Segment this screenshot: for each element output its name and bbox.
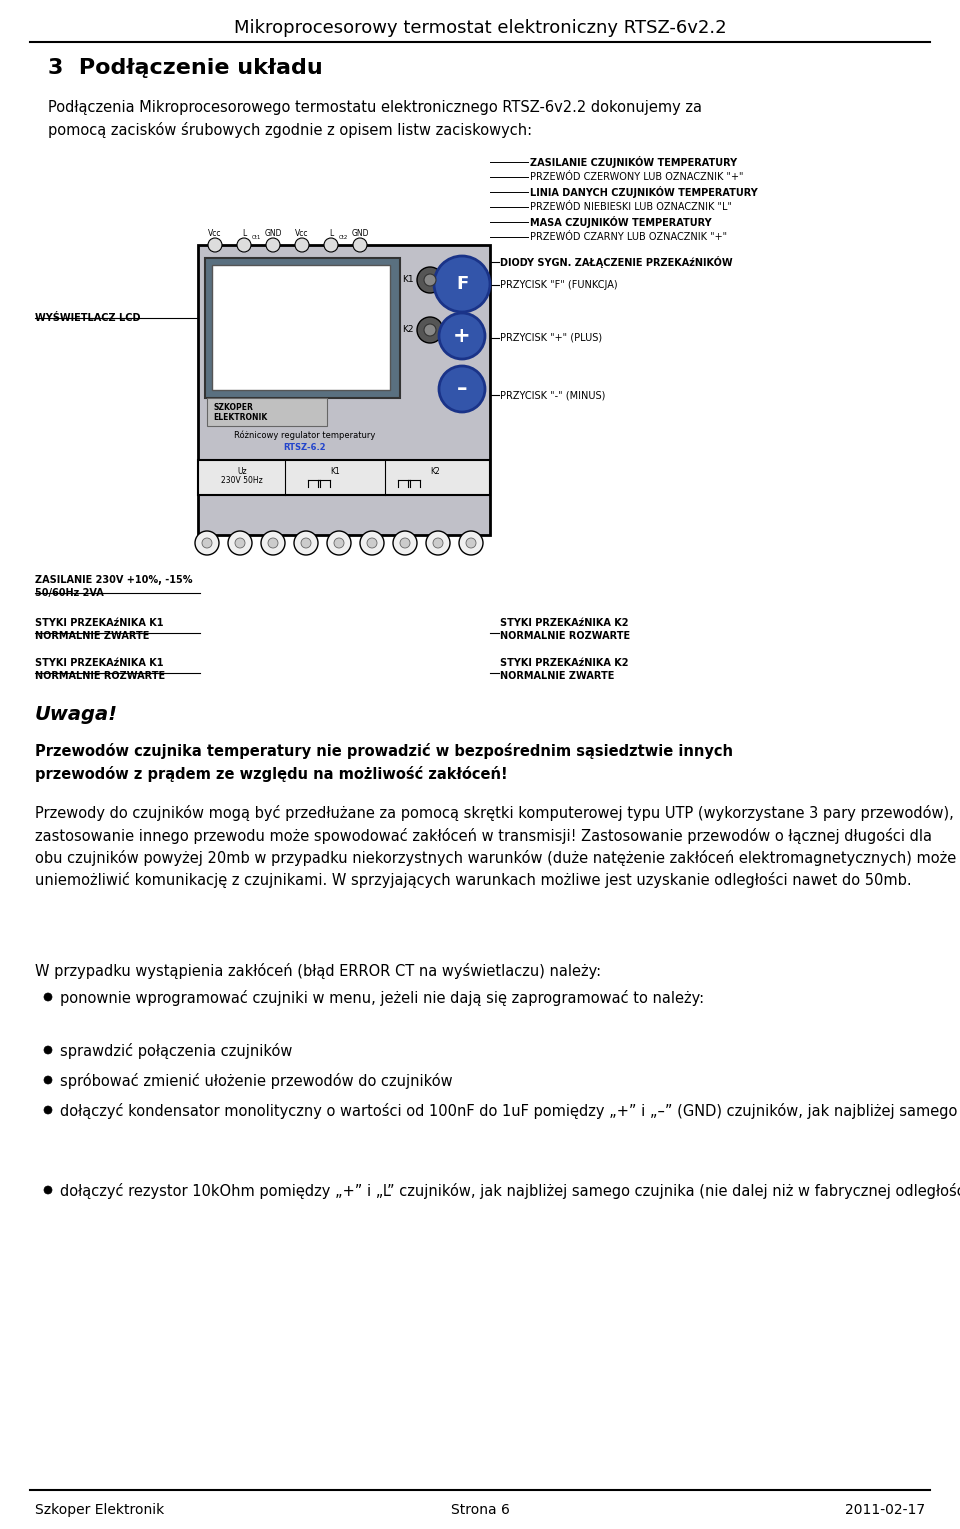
Text: K1: K1	[330, 466, 340, 476]
Text: STYKI PRZEKAźNIKA K2
NORMALNIE ROZWARTE: STYKI PRZEKAźNIKA K2 NORMALNIE ROZWARTE	[500, 618, 630, 641]
Text: Mikroprocesorowy termostat elektroniczny RTSZ-6v2.2: Mikroprocesorowy termostat elektroniczny…	[233, 18, 727, 37]
Circle shape	[44, 1105, 52, 1115]
Circle shape	[393, 531, 417, 555]
Text: Ct2: Ct2	[339, 235, 348, 240]
Text: K2: K2	[402, 326, 414, 335]
Text: L: L	[329, 229, 333, 239]
Text: GND: GND	[351, 229, 369, 239]
Text: Szkoper Elektronik: Szkoper Elektronik	[35, 1503, 164, 1517]
Circle shape	[44, 1046, 52, 1053]
Circle shape	[301, 538, 311, 547]
Circle shape	[459, 531, 483, 555]
Text: STYKI PRZEKAźNIKA K1
NORMALNIE ZWARTE: STYKI PRZEKAźNIKA K1 NORMALNIE ZWARTE	[35, 618, 163, 641]
Text: Uwaga!: Uwaga!	[35, 705, 118, 725]
Text: PRZEWÓD CZARNY LUB OZNACZNIK "+": PRZEWÓD CZARNY LUB OZNACZNIK "+"	[530, 232, 727, 242]
Text: 2011-02-17: 2011-02-17	[845, 1503, 925, 1517]
Circle shape	[202, 538, 212, 547]
Text: PRZYCISK "+" (PLUS): PRZYCISK "+" (PLUS)	[500, 333, 602, 342]
Circle shape	[268, 538, 278, 547]
Text: 3  Podłączenie układu: 3 Podłączenie układu	[48, 58, 323, 78]
Text: ZASILANIE CZUJNIKÓW TEMPERATURY: ZASILANIE CZUJNIKÓW TEMPERATURY	[530, 156, 737, 168]
Text: ponownie wprogramować czujniki w menu, jeżeli nie dają się zaprogramować to nale: ponownie wprogramować czujniki w menu, j…	[60, 989, 704, 1006]
Circle shape	[433, 538, 443, 547]
Text: LINIA DANYCH CZUJNIKÓW TEMPERATURY: LINIA DANYCH CZUJNIKÓW TEMPERATURY	[530, 187, 757, 197]
Circle shape	[424, 274, 436, 286]
Circle shape	[400, 538, 410, 547]
Circle shape	[466, 538, 476, 547]
Text: PRZEWÓD CZERWONY LUB OZNACZNIK "+": PRZEWÓD CZERWONY LUB OZNACZNIK "+"	[530, 171, 743, 182]
Circle shape	[426, 531, 450, 555]
Text: ZASILANIE 230V +10%, -15%
50/60Hz 2VA: ZASILANIE 230V +10%, -15% 50/60Hz 2VA	[35, 575, 193, 598]
Circle shape	[44, 1187, 52, 1194]
Circle shape	[266, 239, 280, 252]
Bar	[198, 245, 490, 535]
Circle shape	[295, 239, 309, 252]
Text: W przypadku wystąpienia zakłóceń (błąd ERROR CT na wyświetlaczu) należy:: W przypadku wystąpienia zakłóceń (błąd E…	[35, 963, 601, 979]
Text: Różnicowy regulator temperatury: Różnicowy regulator temperatury	[234, 430, 375, 440]
Text: dołączyć kondensator monolityczny o wartości od 100nF do 1uF pomiędzy „+” i „–” : dołączyć kondensator monolityczny o wart…	[60, 1102, 960, 1119]
Circle shape	[261, 531, 285, 555]
Circle shape	[327, 531, 351, 555]
Text: GND: GND	[264, 229, 281, 239]
Bar	[207, 398, 327, 427]
Circle shape	[360, 531, 384, 555]
Text: L: L	[242, 229, 246, 239]
Circle shape	[434, 255, 490, 312]
Text: dołączyć rezystor 10kOhm pomiędzy „+” i „L” czujników, jak najbliżej samego czuj: dołączyć rezystor 10kOhm pomiędzy „+” i …	[60, 1183, 960, 1199]
Text: SZKOPER: SZKOPER	[213, 402, 252, 411]
Text: Uz: Uz	[237, 466, 247, 476]
Text: DIODY SYGN. ZAŁĄCZENIE PRZEKAźNIKÓW: DIODY SYGN. ZAŁĄCZENIE PRZEKAźNIKÓW	[500, 255, 732, 268]
Text: sprawdzić połączenia czujników: sprawdzić połączenia czujników	[60, 1043, 293, 1060]
Text: K1: K1	[402, 275, 414, 284]
Text: K2: K2	[430, 466, 440, 476]
Text: Przewody do czujników mogą być przedłużane za pomocą skrętki komputerowej typu U: Przewody do czujników mogą być przedłuża…	[35, 804, 956, 888]
Circle shape	[237, 239, 251, 252]
Bar	[205, 258, 400, 398]
Text: RTSZ-6.2: RTSZ-6.2	[284, 442, 326, 451]
Circle shape	[44, 1076, 52, 1084]
Circle shape	[439, 313, 485, 359]
Text: 230V 50Hz: 230V 50Hz	[221, 476, 263, 485]
Circle shape	[228, 531, 252, 555]
Text: PRZYCISK "F" (FUNKCJA): PRZYCISK "F" (FUNKCJA)	[500, 280, 617, 291]
Circle shape	[44, 992, 52, 1001]
Text: PRZEWÓD NIEBIESKI LUB OZNACZNIK "L": PRZEWÓD NIEBIESKI LUB OZNACZNIK "L"	[530, 202, 732, 213]
Text: spróbować zmienić ułożenie przewodów do czujników: spróbować zmienić ułożenie przewodów do …	[60, 1073, 452, 1089]
Text: +: +	[453, 326, 470, 346]
Circle shape	[417, 268, 443, 294]
Circle shape	[417, 317, 443, 342]
Text: WYŚWIETLACZ LCD: WYŚWIETLACZ LCD	[35, 313, 140, 323]
Circle shape	[324, 239, 338, 252]
Circle shape	[424, 324, 436, 336]
Text: Strona 6: Strona 6	[450, 1503, 510, 1517]
Circle shape	[334, 538, 344, 547]
Text: Ct1: Ct1	[252, 235, 261, 240]
Bar	[198, 460, 490, 495]
Circle shape	[353, 239, 367, 252]
Circle shape	[195, 531, 219, 555]
Text: Vcc: Vcc	[208, 229, 222, 239]
Text: STYKI PRZEKAźNIKA K1
NORMALNIE ROZWARTE: STYKI PRZEKAźNIKA K1 NORMALNIE ROZWARTE	[35, 657, 165, 682]
Text: –: –	[457, 379, 468, 399]
Bar	[212, 265, 390, 390]
Text: PRZYCISK "-" (MINUS): PRZYCISK "-" (MINUS)	[500, 390, 606, 401]
Text: Podłączenia Mikroprocesorowego termostatu elektronicznego RTSZ-6v2.2 dokonujemy : Podłączenia Mikroprocesorowego termostat…	[48, 99, 702, 138]
Text: F: F	[456, 275, 468, 294]
Circle shape	[235, 538, 245, 547]
Text: Przewodów czujnika temperatury nie prowadzić w bezpośrednim sąsiedztwie innych
p: Przewodów czujnika temperatury nie prowa…	[35, 743, 733, 781]
Circle shape	[439, 365, 485, 411]
Text: Vcc: Vcc	[296, 229, 309, 239]
Text: MASA CZUJNIKÓW TEMPERATURY: MASA CZUJNIKÓW TEMPERATURY	[530, 216, 711, 228]
Circle shape	[208, 239, 222, 252]
Text: STYKI PRZEKAźNIKA K2
NORMALNIE ZWARTE: STYKI PRZEKAźNIKA K2 NORMALNIE ZWARTE	[500, 657, 629, 682]
Circle shape	[367, 538, 377, 547]
Circle shape	[294, 531, 318, 555]
Text: ELEKTRONIK: ELEKTRONIK	[213, 413, 267, 422]
